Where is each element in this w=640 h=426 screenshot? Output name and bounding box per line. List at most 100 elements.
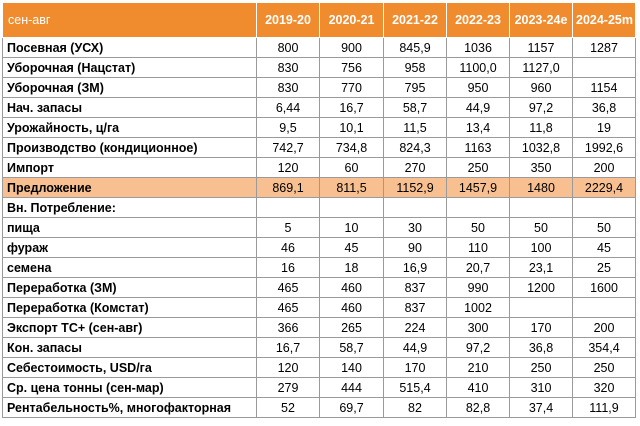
table-cell: 46 (256, 237, 320, 258)
table-row: Ср. цена тонны (сен-мар) 279 444 515,4 410 31… (2, 377, 636, 398)
row-label: Уборочная (Нацстат) (2, 57, 257, 78)
table-cell: 13,4 (446, 117, 510, 138)
table-cell: 52 (256, 397, 320, 418)
table-cell: 279 (256, 377, 320, 398)
table-cell: 824,3 (383, 137, 447, 158)
table-cell: 18 (319, 257, 384, 278)
table-cell: 410 (446, 377, 510, 398)
row-label: Ср. цена тонны (сен-мар) (2, 377, 257, 398)
row-label: Нач. запасы (2, 97, 257, 118)
table-row: Переработка (Комстат) 465 460 837 1002 (2, 297, 636, 318)
header-season: 2019-20 (256, 2, 320, 38)
table-cell: 60 (319, 157, 384, 178)
table-cell: 19 (572, 117, 636, 138)
table-cell: 845,9 (383, 37, 447, 58)
table-cell: 990 (446, 277, 510, 298)
table-cell: 120 (256, 357, 320, 378)
table-row: Посевная (УСХ) 800 900 845,9 1036 1157 1287 (2, 37, 636, 58)
table-cell: 270 (383, 157, 447, 178)
table-cell: 310 (509, 377, 573, 398)
table-cell: 1002 (446, 297, 510, 318)
header-season: 2024-25m (572, 2, 636, 38)
table-cell: 97,2 (446, 337, 510, 358)
table-body: Посевная (УСХ) 800 900 845,9 1036 1157 1287 Убо… (2, 37, 636, 418)
table-cell: 800 (256, 37, 320, 58)
table-cell: 6,44 (256, 97, 320, 118)
table-cell: 1600 (572, 277, 636, 298)
row-label: Урожайность, ц/га (2, 117, 257, 138)
table-row: Нач. запасы 6,44 16,7 58,7 44,9 97,2 36,8 (2, 97, 636, 118)
table-cell: 250 (509, 357, 573, 378)
table-cell: 50 (572, 217, 636, 238)
table-row: Себестоимость, USD/га 120 140 170 210 250 250 (2, 357, 636, 378)
table-cell (572, 197, 636, 218)
table-row: пища 5 10 30 50 50 50 (2, 217, 636, 238)
table-cell: 224 (383, 317, 447, 338)
header-period-label: сен-авг (2, 2, 257, 38)
table-cell: 69,7 (319, 397, 384, 418)
table-cell: 770 (319, 77, 384, 98)
table-cell: 9,5 (256, 117, 320, 138)
table-cell: 45 (319, 237, 384, 258)
balance-table: сен-авг 2019-20 2020-21 2021-22 2022-23 2023-… (2, 2, 636, 418)
table-cell: 444 (319, 377, 384, 398)
table-cell: 10 (319, 217, 384, 238)
table-row: Импорт 120 60 270 250 350 200 (2, 157, 636, 178)
table-row: Уборочная (Нацстат) 830 756 958 1100,0 1127,0 (2, 57, 636, 78)
row-label: Предложение (2, 177, 257, 198)
table-cell (572, 57, 636, 78)
table-cell: 44,9 (446, 97, 510, 118)
table-cell: 734,8 (319, 137, 384, 158)
table-cell: 958 (383, 57, 447, 78)
table-cell: 465 (256, 297, 320, 318)
table-row: фураж 46 45 90 110 100 45 (2, 237, 636, 258)
table-row: Рентабельность%, многофакторная 52 69,7 82 8… (2, 397, 636, 418)
table-cell: 300 (446, 317, 510, 338)
row-label: Кон. запасы (2, 337, 257, 358)
table-row: Производство (кондиционное) 742,7 734,8 824… (2, 137, 636, 158)
table-cell: 742,7 (256, 137, 320, 158)
table-cell: 97,2 (509, 97, 573, 118)
table-cell: 170 (383, 357, 447, 378)
table-cell: 16 (256, 257, 320, 278)
table-cell: 90 (383, 237, 447, 258)
table-cell: 16,7 (256, 337, 320, 358)
table-cell: 350 (509, 157, 573, 178)
table-cell: 36,8 (572, 97, 636, 118)
row-label: Посевная (УСХ) (2, 37, 257, 58)
table-cell: 869,1 (256, 177, 320, 198)
table-row: Предложение 869,1 811,5 1152,9 1457,9 1480 222… (2, 177, 636, 198)
table-cell: 82,8 (446, 397, 510, 418)
table-cell: 515,4 (383, 377, 447, 398)
table-cell: 354,4 (572, 337, 636, 358)
table-cell: 16,9 (383, 257, 447, 278)
table-cell: 11,5 (383, 117, 447, 138)
table-cell: 170 (509, 317, 573, 338)
table-cell: 837 (383, 277, 447, 298)
row-label: Себестоимость, USD/га (2, 357, 257, 378)
row-label: Импорт (2, 157, 257, 178)
row-label: пища (2, 217, 257, 238)
table-cell: 23,1 (509, 257, 573, 278)
table-cell: 830 (256, 57, 320, 78)
row-label: Производство (кондиционное) (2, 137, 257, 158)
table-cell: 460 (319, 277, 384, 298)
table-cell: 837 (383, 297, 447, 318)
row-label: Уборочная (ЗМ) (2, 77, 257, 98)
table-cell (256, 197, 320, 218)
table-cell: 320 (572, 377, 636, 398)
table-cell (572, 297, 636, 318)
table-cell: 1163 (446, 137, 510, 158)
table-cell: 200 (572, 157, 636, 178)
table-cell: 120 (256, 157, 320, 178)
table-cell: 50 (446, 217, 510, 238)
table-cell: 1200 (509, 277, 573, 298)
table-cell: 140 (319, 357, 384, 378)
header-season: 2022-23 (446, 2, 510, 38)
row-label: семена (2, 257, 257, 278)
table-cell: 58,7 (383, 97, 447, 118)
table-row: Урожайность, ц/га 9,5 10,1 11,5 13,4 11,8 19 (2, 117, 636, 138)
table-cell: 950 (446, 77, 510, 98)
table-cell: 1154 (572, 77, 636, 98)
table-cell: 11,8 (509, 117, 573, 138)
